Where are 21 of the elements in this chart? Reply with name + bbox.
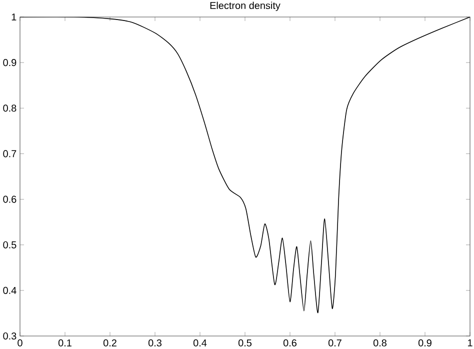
x-tick-label: 0.6 [283, 339, 296, 346]
x-tick-label: 0.1 [58, 339, 72, 346]
y-tick-label: 0.7 [3, 150, 16, 158]
x-tick-label: 0.4 [193, 339, 207, 346]
y-tick-label: 1 [12, 14, 16, 20]
x-tick-label: 0.7 [328, 339, 342, 346]
y-tick-label: 0.8 [3, 104, 16, 112]
y-tick-label: 0.4 [3, 286, 16, 294]
x-tick-label: 0.8 [373, 339, 386, 346]
x-tick-label: 0.3 [148, 339, 162, 346]
chart-title: Electron density [210, 2, 280, 11]
x-tick-label: 0.9 [418, 339, 432, 346]
x-tick-label: 0.2 [103, 339, 116, 346]
y-tick-label: 0.5 [3, 241, 16, 248]
x-tick-label: 0.5 [238, 339, 252, 346]
line-series [20, 17, 470, 314]
x-tick-label: 1 [468, 339, 472, 346]
x-tick-label: 0 [18, 339, 22, 346]
y-tick-label: 0.9 [3, 59, 16, 66]
y-tick-label: 0.3 [3, 332, 16, 340]
y-tick-label: 0.6 [3, 196, 16, 203]
